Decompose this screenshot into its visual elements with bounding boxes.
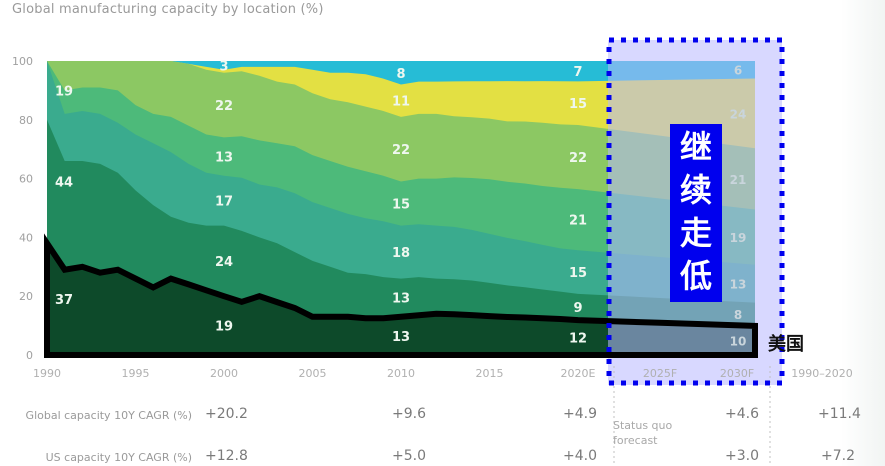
x-tick-label: 1990 <box>33 367 61 380</box>
data-label: 18 <box>392 246 410 261</box>
y-tick-label: 40 <box>19 231 33 244</box>
us-cagr-2020s: +3.0 <box>725 448 759 464</box>
data-label: 22 <box>392 143 410 158</box>
x-axis: 1990 1995 2000 2005 2010 2015 2020E 2025F 2030F 1… <box>33 367 853 380</box>
global-cagr-2010s: +4.9 <box>563 406 597 422</box>
data-label: 22 <box>215 99 233 114</box>
y-axis: 0 20 40 60 80 100 <box>12 55 33 362</box>
x-tick-label: 2025F <box>643 367 677 380</box>
data-label: 7 <box>573 65 582 80</box>
global-cagr-total: +11.4 <box>818 406 861 422</box>
data-label: 24 <box>730 107 747 121</box>
callout-text: 继续走低 <box>679 128 712 295</box>
data-label: 13 <box>392 330 410 345</box>
data-label: 17 <box>215 195 233 210</box>
data-label: 9 <box>573 301 582 316</box>
data-labels: 37 44 19 19 24 17 13 22 3 13 13 18 15 22 11 8 12 9 15 21 22 1… <box>55 59 746 348</box>
y-tick-label: 20 <box>19 290 33 303</box>
data-label: 19 <box>55 84 73 99</box>
us-cagr-2000s: +5.0 <box>392 448 426 464</box>
data-label: 44 <box>55 176 73 191</box>
highlight-box-border <box>606 37 785 386</box>
data-label: 13 <box>392 292 410 307</box>
forecast-note: Status quo forecast <box>613 419 673 447</box>
data-label: 24 <box>215 255 233 270</box>
data-label: 22 <box>569 151 587 166</box>
us-cagr-1990s: +12.8 <box>205 448 248 464</box>
us-outline <box>44 233 758 358</box>
callout-continue-decline: 继续走低 <box>670 124 722 302</box>
data-label: 19 <box>730 231 747 245</box>
row-label-us: US capacity 10Y CAGR (%) <box>45 451 192 464</box>
row-label-global: Global capacity 10Y CAGR (%) <box>25 409 192 422</box>
data-label: 37 <box>55 293 73 308</box>
area-band-us <box>47 243 755 355</box>
data-label: 19 <box>215 320 233 335</box>
global-cagr-1990s: +20.2 <box>205 406 248 422</box>
us-cagr-2010s: +4.0 <box>563 448 597 464</box>
data-label: 6 <box>734 64 742 78</box>
us-label: 美国 <box>768 334 804 355</box>
y-tick-label: 100 <box>12 55 33 68</box>
data-label: 21 <box>569 214 587 229</box>
period-label: 1990–2020 <box>791 367 853 380</box>
forecast-highlight-box <box>606 37 785 386</box>
data-label: 13 <box>730 278 747 292</box>
x-tick-label: 2030F <box>720 367 754 380</box>
data-label: 11 <box>392 95 410 110</box>
global-cagr-2020s: +4.6 <box>725 406 759 422</box>
x-tick-label: 2000 <box>210 367 238 380</box>
data-label: 21 <box>730 173 747 187</box>
data-label: 15 <box>392 198 410 213</box>
data-label: 3 <box>219 59 228 74</box>
data-label: 8 <box>396 67 405 82</box>
data-label: 10 <box>730 334 747 348</box>
global-cagr-2000s: +9.6 <box>392 406 426 422</box>
y-tick-label: 80 <box>19 114 33 127</box>
x-tick-label: 2015 <box>476 367 504 380</box>
x-tick-label: 1995 <box>122 367 150 380</box>
us-cagr-total: +7.2 <box>821 448 855 464</box>
y-tick-label: 60 <box>19 173 33 186</box>
data-label: 8 <box>734 308 742 322</box>
x-tick-label: 2005 <box>299 367 327 380</box>
us-line <box>44 233 758 358</box>
x-tick-label: 2010 <box>387 367 415 380</box>
data-label: 15 <box>569 97 587 112</box>
chart-title: Global manufacturing capacity by locatio… <box>12 2 324 17</box>
data-label: 12 <box>569 332 587 347</box>
x-tick-label: 2020E <box>561 367 596 380</box>
y-tick-label: 0 <box>26 349 33 362</box>
data-label: 13 <box>215 151 233 166</box>
data-label: 15 <box>569 266 587 281</box>
